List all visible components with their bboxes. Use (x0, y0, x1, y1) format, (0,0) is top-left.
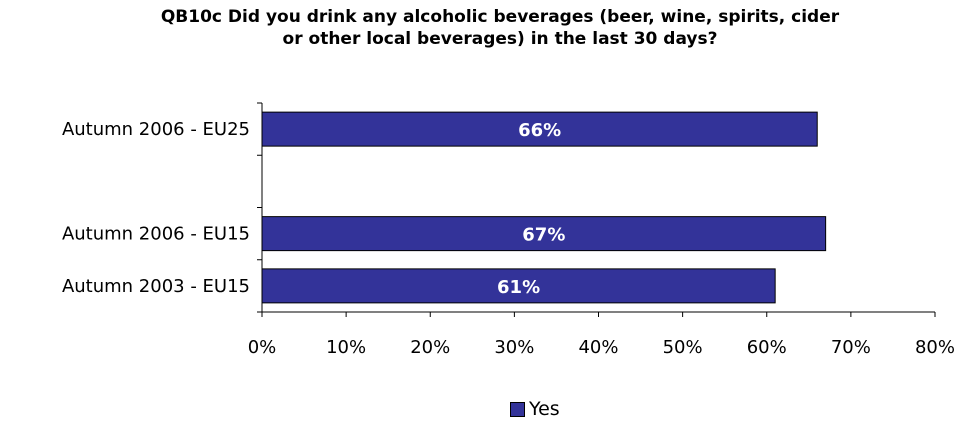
chart-title: QB10c Did you drink any alcoholic bevera… (160, 7, 840, 49)
x-tick-label: 50% (663, 337, 703, 358)
data-label: 67% (522, 225, 565, 246)
x-tick-label: 10% (326, 337, 366, 358)
x-tick-label: 80% (915, 337, 955, 358)
x-tick-label: 60% (747, 337, 787, 358)
x-tick-label: 30% (494, 337, 534, 358)
x-tick-label: 70% (831, 337, 871, 358)
category-label: Autumn 2006 - EU15 (62, 224, 250, 245)
bar (261, 268, 776, 304)
legend-label-yes: Yes (529, 398, 560, 420)
category-label: Autumn 2003 - EU15 (62, 276, 250, 297)
x-tick-label: 20% (410, 337, 450, 358)
data-label: 61% (497, 277, 540, 298)
legend-swatch-yes (510, 401, 525, 417)
category-label: Autumn 2006 - EU25 (62, 119, 250, 140)
bar (261, 111, 818, 147)
legend: Yes (510, 398, 560, 420)
bar (261, 216, 827, 252)
x-tick-label: 0% (248, 337, 277, 358)
data-label: 66% (518, 120, 561, 141)
x-tick-label: 40% (578, 337, 618, 358)
